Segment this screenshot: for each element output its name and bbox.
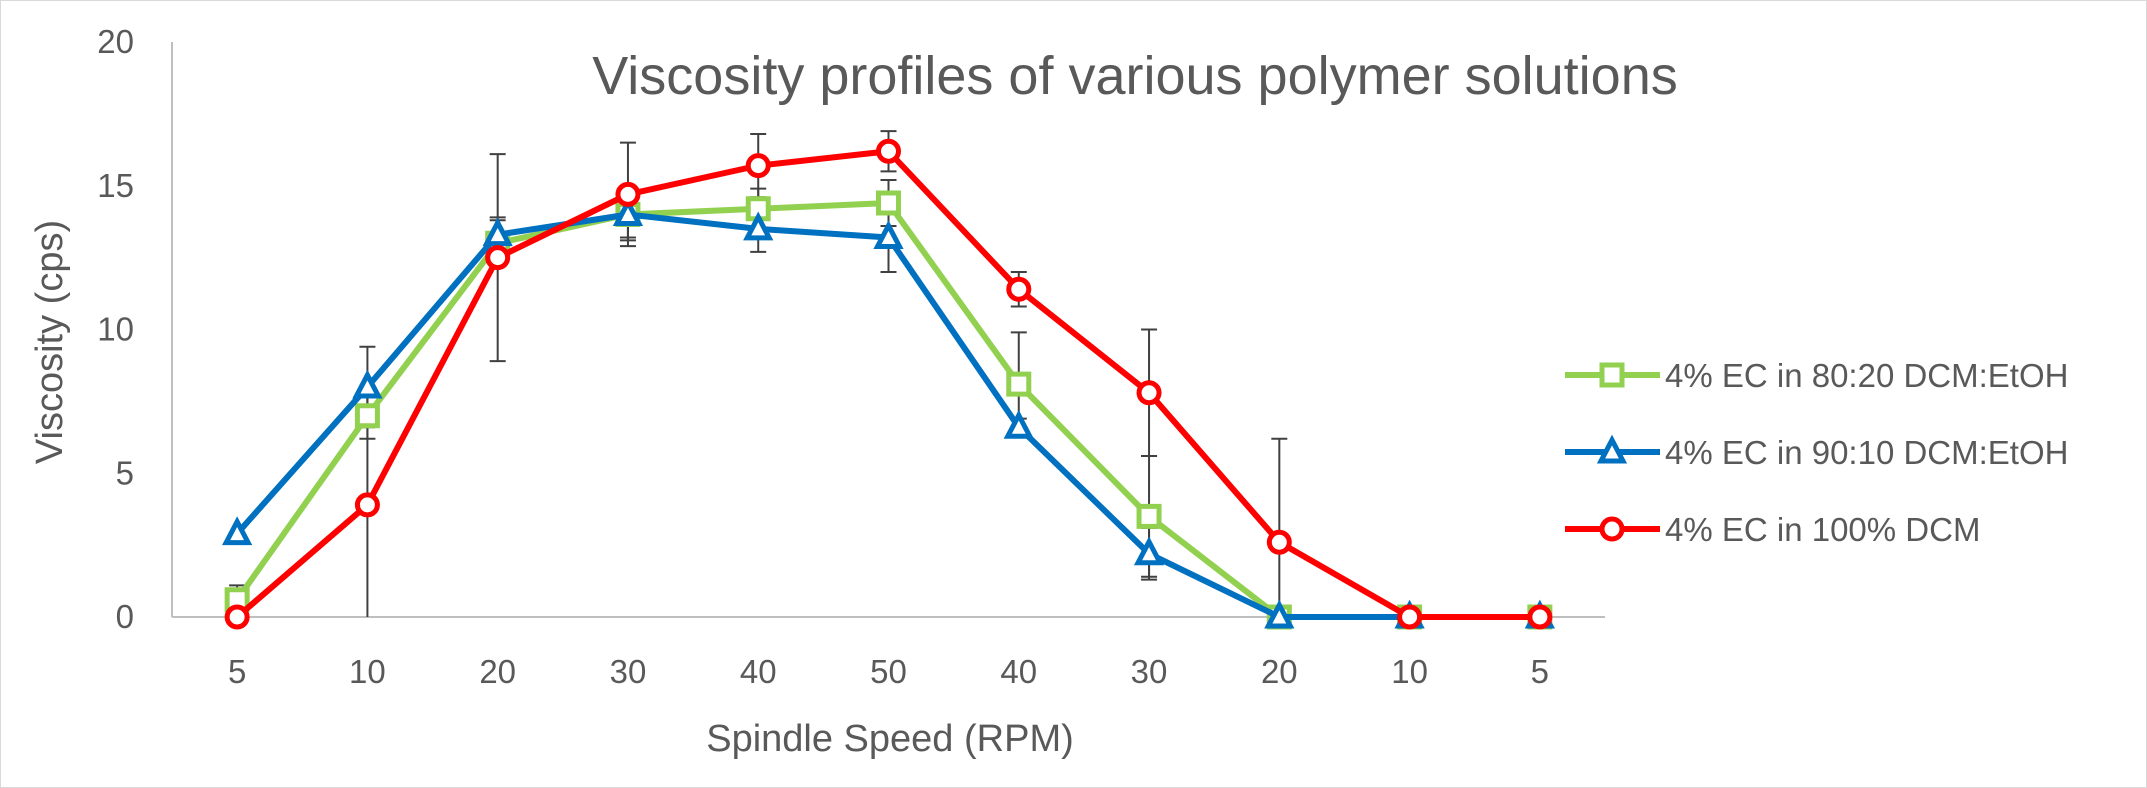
legend-label-3: 4% EC in 100% DCM [1665,511,1980,548]
data-point-series-2 [1003,409,1034,439]
data-point-series-3 [485,245,511,271]
data-point-series-3 [876,138,901,164]
data-point-series-2 [743,211,774,241]
x-tick-label: 10 [1391,653,1428,690]
data-point-series-3 [224,604,250,630]
data-point-series-3 [1397,604,1423,630]
data-point-series-3 [1136,380,1162,406]
x-tick-label: 50 [870,653,907,690]
x-tick-label: 5 [1531,653,1549,690]
x-tick-label: 30 [610,653,647,690]
series-line-2 [234,211,1540,620]
x-tick-label: 10 [349,653,386,690]
data-point-series-2 [1264,599,1295,629]
data-point-series-2 [873,220,904,249]
data-point-series-3 [615,181,641,207]
x-tick-label: 40 [740,653,777,690]
y-tick-label: 10 [97,311,134,348]
legend-label-1: 4% EC in 80:20 DCM:EtOH [1665,357,2068,394]
data-point-series-1 [1006,371,1032,397]
y-axis-title: Viscosity (cps) [29,220,71,464]
data-point-series-3 [745,153,771,179]
plot-area: 0 5 10 15 20 5 10 20 30 40 50 40 30 20 10 5 [97,23,1605,690]
y-tick-label: 5 [116,454,134,491]
data-point-series-3 [1527,604,1553,630]
data-point-series-2 [612,197,644,226]
y-tick-label: 15 [97,167,134,204]
x-tick-label: 40 [1000,653,1037,690]
data-point-series-1 [876,190,901,216]
legend-label-2: 4% EC in 90:10 DCM:EtOH [1665,434,2068,471]
data-point-series-3 [354,492,380,518]
data-point-series-2 [222,516,253,546]
x-axis-title: Spindle Speed (RPM) [706,718,1074,760]
data-point-series-1 [1136,503,1162,529]
x-tick-label: 20 [1261,653,1298,690]
data-point-series-2 [482,217,513,247]
y-tick-label: 20 [97,23,134,60]
data-point-series-2 [352,369,383,399]
x-tick-label: 20 [479,653,516,690]
legend-marker-3 [1599,516,1625,542]
data-point-series-3 [1006,276,1032,302]
y-tick-label: 0 [116,598,134,635]
x-tick-label: 30 [1131,653,1168,690]
chart-title: Viscosity profiles of various polymer so… [592,46,1677,106]
legend-marker-2 [1596,434,1628,464]
data-point-series-1 [354,403,380,429]
legend-marker-1 [1599,362,1625,388]
data-point-series-3 [1266,529,1292,555]
data-point-series-2 [1133,536,1165,566]
legend: 4% EC in 80:20 DCM:EtOH 4% EC in 90:10 DC… [1565,357,2068,548]
x-tick-label: 5 [228,653,246,690]
